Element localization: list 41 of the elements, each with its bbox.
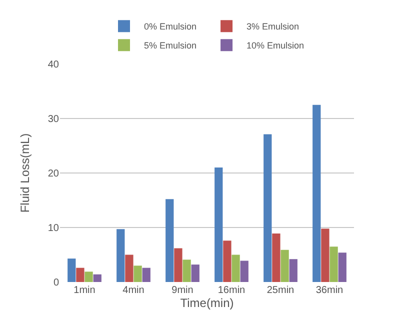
y-tick-label: 40 (48, 60, 60, 70)
bar (142, 268, 150, 282)
bar (182, 260, 191, 282)
bar (330, 246, 338, 282)
y-tick-label: 10 (48, 223, 60, 234)
bar (191, 264, 200, 282)
bar (223, 240, 232, 282)
legend-label: 3% Emulsion (246, 22, 300, 32)
bar (116, 229, 125, 282)
bar (280, 250, 289, 282)
x-axis-title: Time(min) (180, 296, 234, 310)
bar (166, 199, 174, 282)
bar (93, 274, 102, 282)
bar (214, 168, 223, 282)
bar (338, 252, 346, 282)
bar (125, 254, 134, 282)
x-tick-label: 4min (122, 285, 144, 296)
bar (272, 234, 280, 282)
legend-label: 10% Emulsion (246, 40, 304, 51)
bar (76, 268, 84, 282)
bar (264, 134, 272, 282)
x-tick-label: 16min (218, 285, 246, 296)
y-tick-label: 30 (48, 114, 60, 125)
x-tick-label: 36min (316, 285, 344, 296)
legend-label: 0% Emulsion (144, 22, 197, 32)
bar (134, 266, 142, 282)
bar (84, 272, 93, 282)
x-tick-label: 9min (172, 285, 194, 296)
y-axis-title: Fluid Loss(mL) (18, 133, 32, 213)
bar (321, 228, 330, 282)
y-tick-label: 20 (48, 168, 60, 180)
x-tick-label: 1min (74, 285, 96, 296)
x-tick-label: 25min (266, 285, 294, 296)
bar (289, 259, 298, 282)
y-tick-label: 0 (53, 278, 60, 288)
bar (240, 260, 248, 282)
bar (68, 258, 76, 282)
legend-label: 5% Emulsion (144, 40, 197, 51)
bar (174, 248, 182, 282)
bar (232, 254, 240, 282)
bar (312, 104, 321, 282)
